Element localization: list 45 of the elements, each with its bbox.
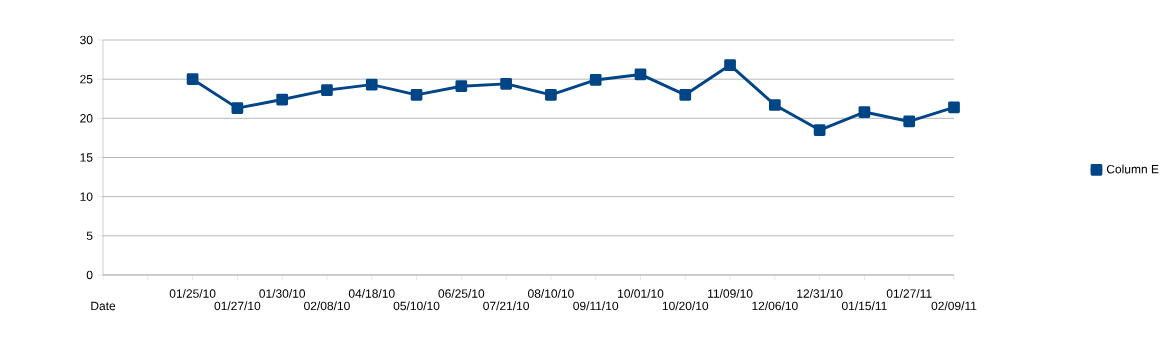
x-tick-label: 12/06/10 — [752, 301, 798, 311]
point — [276, 93, 289, 106]
x-tick-label: 02/08/10 — [304, 301, 350, 311]
point — [948, 101, 960, 114]
x-tick-label: 01/27/10 — [214, 301, 261, 311]
point — [321, 84, 333, 96]
y-tick-label: 20 — [80, 114, 93, 123]
y-tick-label: 10 — [80, 192, 93, 201]
x-tick-label: 06/25/10 — [438, 289, 485, 298]
x-tick-label: 07/21/10 — [483, 301, 529, 311]
x-tick-label: 01/25/10 — [169, 289, 216, 298]
y-tick-label: 5 — [86, 231, 93, 241]
x-tick-label: 10/01/10 — [618, 289, 664, 298]
point — [768, 99, 781, 111]
point — [634, 68, 647, 81]
x-tick-label: 04/18/10 — [348, 289, 395, 298]
y-tick-label: 0 — [86, 270, 93, 280]
point — [186, 73, 199, 86]
legend-label: Column E — [1106, 164, 1159, 174]
y-tick-label: 25 — [80, 74, 93, 84]
point — [500, 77, 512, 90]
point — [903, 115, 916, 128]
x-tick-label: 11/09/10 — [708, 289, 753, 298]
x-tick-label: 01/15/11 — [841, 301, 887, 311]
x-tick-label: 01/30/10 — [259, 289, 306, 298]
point — [455, 80, 468, 93]
point — [545, 88, 557, 101]
x-tick-label: 01/27/11 — [886, 289, 932, 298]
x-tick-label: 09/11/10 — [573, 301, 619, 311]
x-tick-label: 02/09/11 — [931, 301, 977, 311]
y-tick-label: 15 — [80, 153, 93, 162]
point — [813, 124, 826, 136]
point — [231, 102, 244, 115]
point — [589, 74, 602, 86]
x-tick-label: Date — [91, 301, 116, 311]
x-tick-label: 12/31/10 — [797, 289, 843, 298]
x-tick-label: 10/20/10 — [662, 301, 709, 311]
point — [679, 88, 692, 101]
x-tick-label: 08/10/10 — [528, 289, 574, 298]
point — [858, 106, 871, 118]
y-tick-label: 30 — [80, 35, 93, 45]
x-tick-label: 05/10/10 — [393, 301, 440, 311]
point — [365, 78, 378, 91]
point — [724, 59, 736, 71]
point — [410, 88, 423, 101]
